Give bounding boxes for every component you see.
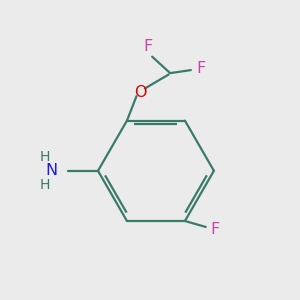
Text: O: O [134, 85, 147, 100]
Text: F: F [211, 222, 220, 237]
Text: F: F [143, 39, 152, 54]
Text: N: N [46, 163, 58, 178]
Text: F: F [196, 61, 205, 76]
Text: H: H [39, 149, 50, 164]
Text: H: H [39, 178, 50, 192]
